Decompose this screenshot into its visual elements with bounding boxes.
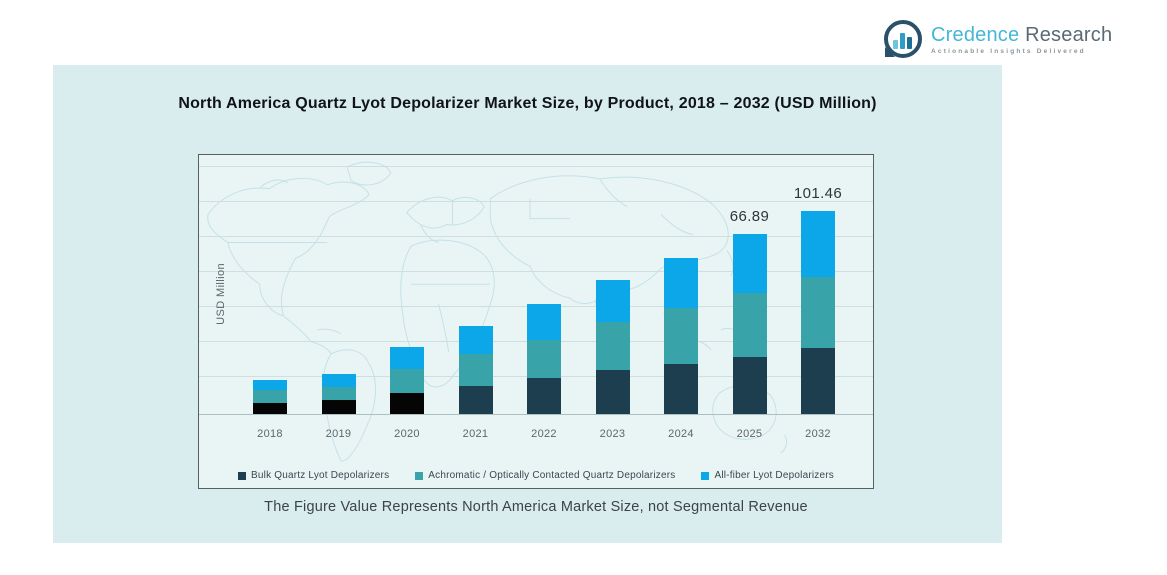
stacked-bar [664, 258, 698, 414]
segment-all-fiber [321, 374, 356, 387]
segment-all-fiber [253, 380, 287, 390]
segment-all-fiber [732, 234, 767, 293]
stacked-bar [732, 234, 767, 414]
x-axis-label: 2021 [462, 428, 489, 440]
segment-bulk [458, 386, 493, 414]
stacked-bar [801, 211, 835, 414]
logo-tail [885, 47, 895, 57]
segment-achromatic [664, 308, 698, 364]
stacked-bar [595, 280, 630, 414]
bar-column-2020: 2020 [390, 347, 424, 440]
segment-achromatic [321, 387, 356, 400]
segment-achromatic [595, 322, 630, 370]
segment-bulk [801, 348, 835, 414]
brand-name-primary: Credence [931, 23, 1020, 46]
y-axis-label: USD Million [215, 263, 227, 325]
segment-all-fiber [390, 347, 424, 369]
bar-column-2023: 2023 [595, 280, 630, 440]
stacked-bar [321, 374, 356, 414]
x-axis-label: 2025 [736, 428, 763, 440]
gridline [199, 166, 873, 167]
segment-all-fiber [664, 258, 698, 308]
stacked-bar [527, 304, 561, 414]
legend-label: Achromatic / Optically Contacted Quartz … [428, 470, 676, 481]
bar-column-2021: 2021 [458, 326, 493, 440]
chart-title: North America Quartz Lyot Depolarizer Ma… [178, 95, 877, 112]
bar-column-2032: 101.46 2032 [794, 185, 842, 440]
segment-bulk [390, 393, 424, 414]
segment-bulk [253, 403, 287, 414]
logo-ring [884, 20, 922, 58]
segment-achromatic [253, 390, 287, 403]
x-axis-label: 2024 [668, 428, 694, 440]
brand-name-secondary: Research [1025, 23, 1113, 46]
segment-all-fiber [458, 326, 493, 354]
legend-item: Bulk Quartz Lyot Depolarizers [238, 470, 389, 481]
brand-name: Credence Research [931, 24, 1112, 46]
gridline [199, 271, 873, 272]
logo-bars [893, 33, 912, 49]
x-axis-label: 2022 [531, 428, 557, 440]
stacked-bar [390, 347, 424, 414]
segment-bulk [664, 364, 698, 414]
bar-column-2024: 2024 [664, 258, 698, 440]
segment-bulk [732, 357, 767, 414]
bar-column-2018: 2018 [253, 380, 287, 440]
x-axis-label: 2019 [325, 428, 352, 440]
segment-all-fiber [527, 304, 561, 340]
bar-column-2019: 2019 [321, 374, 356, 440]
bar-column-2025: 66.89 2025 [730, 208, 769, 440]
bars-plot: 2018 2019 2020 2021 2022 2023 2024 66.89 2025 101… [253, 155, 842, 440]
x-axis-label: 2023 [599, 428, 626, 440]
segment-achromatic [390, 369, 424, 393]
x-axis-line [199, 414, 873, 415]
gridline [199, 236, 873, 237]
segment-bulk [321, 400, 356, 414]
legend-swatch [238, 471, 247, 480]
segment-bulk [595, 370, 630, 414]
credence-research-logo: Credence Research Actionable Insights De… [884, 20, 1112, 58]
gridline [199, 201, 873, 202]
x-axis-label: 2020 [394, 428, 420, 440]
legend: Bulk Quartz Lyot Depolarizers Achromatic … [199, 470, 873, 481]
figure-footnote: The Figure Value Represents North Americ… [264, 499, 808, 515]
x-axis-label: 2032 [805, 428, 831, 440]
legend-swatch [701, 471, 710, 480]
bar-chart-speech-bubble-icon [884, 20, 922, 58]
stacked-bar [458, 326, 493, 414]
legend-label: All-fiber Lyot Depolarizers [714, 470, 834, 481]
logo-tagline: Actionable Insights Delivered [931, 47, 1086, 55]
legend-item: All-fiber Lyot Depolarizers [701, 470, 834, 481]
bar-value-label: 66.89 [729, 208, 770, 225]
segment-all-fiber [801, 211, 835, 277]
segment-achromatic [732, 293, 767, 357]
legend-item: Achromatic / Optically Contacted Quartz … [415, 470, 675, 481]
legend-swatch [415, 471, 424, 480]
stacked-bar [253, 380, 287, 414]
segment-achromatic [801, 277, 835, 348]
x-axis-label: 2018 [257, 428, 283, 440]
segment-bulk [527, 378, 561, 414]
chart-panel: North America Quartz Lyot Depolarizer Ma… [53, 65, 1002, 543]
segment-achromatic [527, 340, 561, 378]
bar-value-label: 101.46 [793, 185, 843, 202]
legend-label: Bulk Quartz Lyot Depolarizers [251, 470, 390, 481]
segment-achromatic [458, 354, 493, 386]
chart-area: USD Million 2018 2019 2020 2021 2022 2023 2024… [198, 154, 874, 489]
segment-all-fiber [595, 280, 630, 322]
bar-column-2022: 2022 [527, 304, 561, 440]
